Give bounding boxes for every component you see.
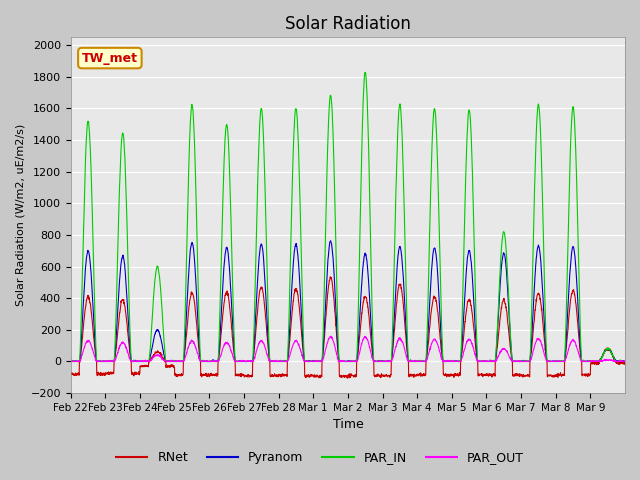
Pyranom (381, 359, 389, 364)
PAR_OUT (614, 359, 621, 364)
PAR_IN (381, 358, 389, 364)
PAR_IN (547, 359, 554, 364)
Pyranom (515, 359, 523, 364)
Line: Pyranom: Pyranom (71, 241, 625, 361)
RNet (515, 373, 523, 379)
RNet (621, 360, 629, 366)
Text: TW_met: TW_met (82, 51, 138, 65)
RNet (67, 371, 75, 377)
X-axis label: Time: Time (333, 419, 364, 432)
PAR_OUT (122, 345, 130, 350)
Line: RNet: RNet (71, 277, 625, 378)
Title: Solar Radiation: Solar Radiation (285, 15, 411, 33)
PAR_OUT (621, 358, 629, 364)
Pyranom (614, 359, 621, 364)
Pyranom (621, 359, 629, 364)
PAR_IN (515, 359, 523, 364)
PAR_IN (242, 359, 250, 364)
PAR_OUT (242, 359, 250, 364)
Line: PAR_IN: PAR_IN (71, 72, 625, 361)
RNet (547, 372, 554, 378)
RNet (242, 372, 250, 378)
Pyranom (327, 238, 335, 244)
PAR_IN (122, 198, 130, 204)
PAR_OUT (381, 359, 389, 364)
PAR_IN (67, 358, 75, 364)
Y-axis label: Solar Radiation (W/m2, uE/m2/s): Solar Radiation (W/m2, uE/m2/s) (15, 124, 25, 306)
RNet (326, 274, 334, 280)
PAR_OUT (327, 333, 335, 339)
Legend: RNet, Pyranom, PAR_IN, PAR_OUT: RNet, Pyranom, PAR_IN, PAR_OUT (111, 446, 529, 469)
Pyranom (242, 359, 250, 364)
Pyranom (547, 359, 554, 364)
Line: PAR_OUT: PAR_OUT (71, 336, 625, 361)
Pyranom (68, 359, 76, 364)
PAR_IN (361, 70, 369, 75)
PAR_IN (614, 359, 621, 364)
RNet (344, 375, 351, 381)
Pyranom (67, 358, 75, 363)
RNet (614, 361, 621, 367)
PAR_OUT (547, 359, 554, 364)
PAR_OUT (515, 358, 523, 364)
PAR_IN (67, 359, 75, 364)
PAR_IN (621, 358, 629, 364)
Pyranom (122, 285, 130, 290)
RNet (122, 314, 130, 320)
PAR_OUT (67, 359, 75, 364)
RNet (381, 372, 389, 378)
